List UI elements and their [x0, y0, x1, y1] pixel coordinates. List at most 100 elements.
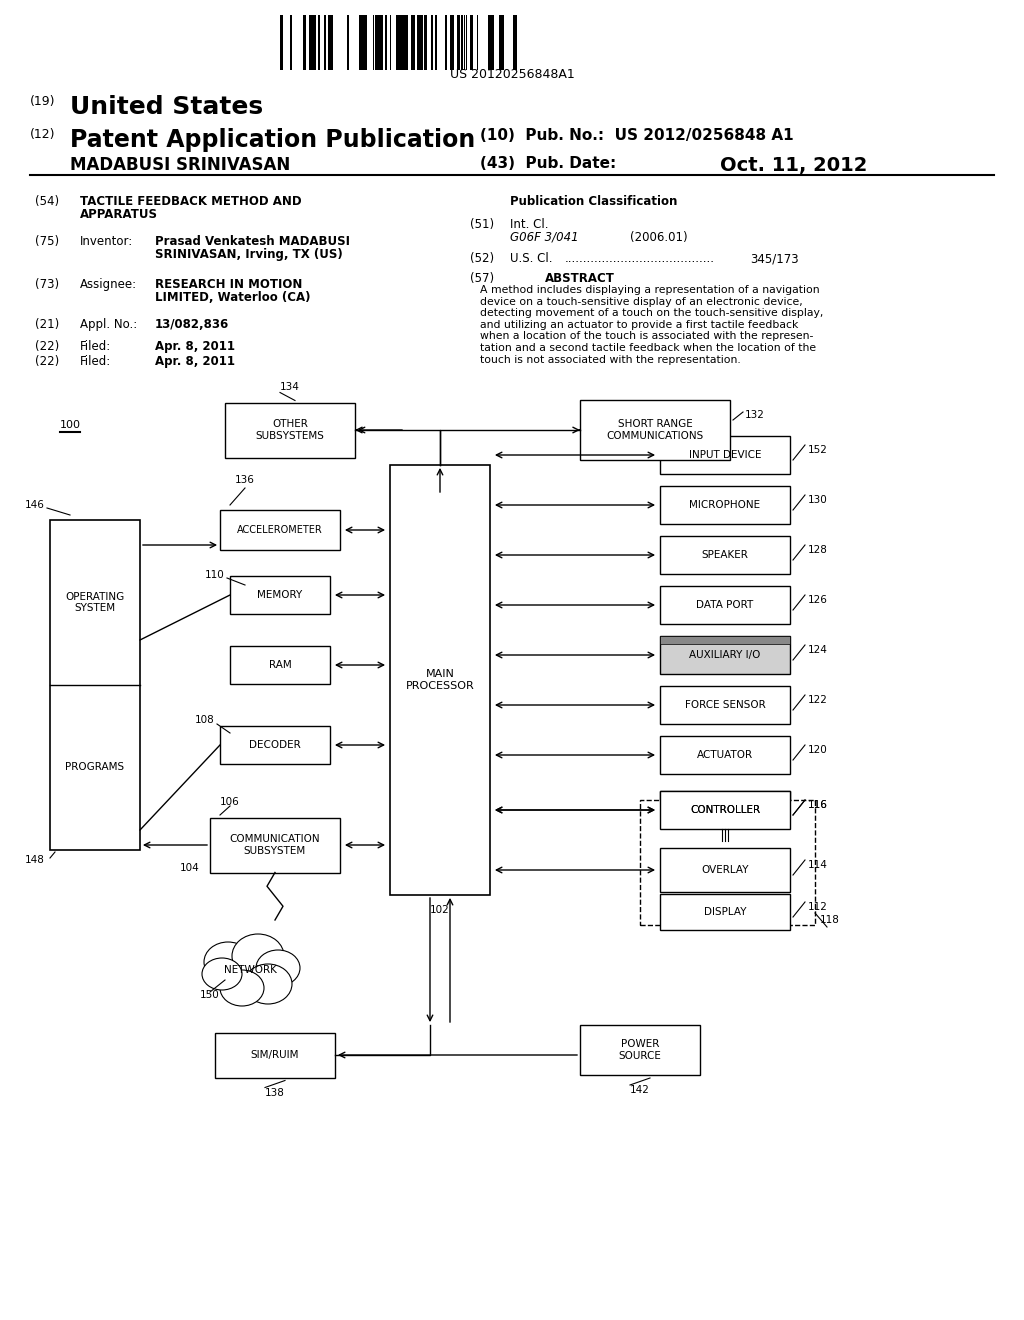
- Text: (51): (51): [470, 218, 495, 231]
- Bar: [230, 645, 330, 684]
- Text: 128: 128: [808, 545, 827, 554]
- Text: MADABUSI SRINIVASAN: MADABUSI SRINIVASAN: [70, 156, 290, 174]
- Bar: [417, 15, 419, 70]
- Bar: [660, 894, 790, 931]
- Text: (43)  Pub. Date:: (43) Pub. Date:: [480, 156, 616, 172]
- Text: Filed:: Filed:: [80, 355, 112, 368]
- Text: CONTROLLER: CONTROLLER: [690, 805, 760, 814]
- Bar: [403, 15, 406, 70]
- Bar: [215, 1032, 335, 1077]
- Text: AUXILIARY I/O: AUXILIARY I/O: [689, 649, 761, 660]
- Ellipse shape: [232, 935, 284, 978]
- Text: United States: United States: [70, 95, 263, 119]
- Bar: [390, 465, 490, 895]
- Text: CONTROLLER: CONTROLLER: [690, 805, 760, 814]
- Text: MAIN
PROCESSOR: MAIN PROCESSOR: [406, 669, 474, 690]
- Bar: [280, 15, 283, 70]
- Text: PROGRAMS: PROGRAMS: [66, 763, 125, 772]
- Text: G06F 3/041: G06F 3/041: [510, 231, 579, 244]
- Text: LIMITED, Waterloo (CA): LIMITED, Waterloo (CA): [155, 290, 310, 304]
- Text: 152: 152: [808, 445, 827, 455]
- Bar: [660, 536, 790, 574]
- Text: 116: 116: [808, 800, 827, 810]
- Bar: [413, 15, 415, 70]
- Bar: [310, 15, 313, 70]
- Text: 120: 120: [808, 744, 827, 755]
- Bar: [220, 726, 330, 764]
- Bar: [501, 15, 504, 70]
- Bar: [406, 15, 408, 70]
- Text: DATA PORT: DATA PORT: [696, 601, 754, 610]
- Text: 112: 112: [808, 902, 827, 912]
- Text: 134: 134: [280, 383, 300, 392]
- Bar: [318, 15, 319, 70]
- Text: MICROPHONE: MICROPHONE: [689, 500, 761, 510]
- Text: (22): (22): [35, 355, 59, 368]
- Text: Publication Classification: Publication Classification: [510, 195, 677, 209]
- Text: A method includes displaying a representation of a navigation
device on a touch-: A method includes displaying a represent…: [480, 285, 823, 364]
- Bar: [421, 15, 423, 70]
- Bar: [514, 15, 517, 70]
- Text: OVERLAY: OVERLAY: [701, 865, 749, 875]
- Text: SHORT RANGE
COMMUNICATIONS: SHORT RANGE COMMUNICATIONS: [606, 420, 703, 441]
- Bar: [225, 403, 355, 458]
- Bar: [488, 15, 490, 70]
- Text: 138: 138: [265, 1088, 285, 1097]
- Text: 142: 142: [630, 1085, 650, 1096]
- Bar: [451, 15, 453, 70]
- Text: DECODER: DECODER: [249, 741, 301, 750]
- Text: (19): (19): [30, 95, 55, 108]
- Text: 132: 132: [745, 411, 765, 420]
- Bar: [660, 436, 790, 474]
- Bar: [313, 15, 315, 70]
- Text: Assignee:: Assignee:: [80, 279, 137, 290]
- Text: 148: 148: [26, 855, 45, 865]
- Ellipse shape: [256, 950, 300, 986]
- Text: US 20120256848A1: US 20120256848A1: [450, 69, 574, 82]
- Bar: [660, 636, 790, 675]
- Bar: [50, 520, 140, 850]
- Text: 146: 146: [26, 500, 45, 510]
- Bar: [461, 15, 463, 70]
- Text: 345/173: 345/173: [750, 252, 799, 265]
- Bar: [396, 15, 399, 70]
- Text: U.S. Cl.: U.S. Cl.: [510, 252, 556, 265]
- Bar: [303, 15, 306, 70]
- Bar: [435, 15, 437, 70]
- Bar: [419, 15, 421, 70]
- Text: 102: 102: [430, 906, 450, 915]
- Bar: [385, 15, 387, 70]
- Text: 114: 114: [808, 861, 827, 870]
- Bar: [381, 15, 383, 70]
- Text: Apr. 8, 2011: Apr. 8, 2011: [155, 355, 234, 368]
- Text: 118: 118: [820, 915, 840, 925]
- Text: ACTUATOR: ACTUATOR: [697, 750, 753, 760]
- Bar: [660, 636, 790, 644]
- Bar: [660, 791, 790, 829]
- Bar: [328, 15, 330, 70]
- Bar: [660, 791, 790, 829]
- Text: SIM/RUIM: SIM/RUIM: [251, 1049, 299, 1060]
- Text: 104: 104: [180, 863, 200, 873]
- Text: ACCELEROMETER: ACCELEROMETER: [238, 525, 323, 535]
- Text: 150: 150: [200, 990, 220, 1001]
- Text: APPARATUS: APPARATUS: [80, 209, 158, 220]
- Text: ABSTRACT: ABSTRACT: [545, 272, 615, 285]
- Text: SPEAKER: SPEAKER: [701, 550, 749, 560]
- Text: MEMORY: MEMORY: [257, 590, 303, 601]
- Text: (57): (57): [470, 272, 495, 285]
- Bar: [424, 15, 427, 70]
- Bar: [445, 15, 447, 70]
- Ellipse shape: [220, 970, 264, 1006]
- Text: (10)  Pub. No.:  US 2012/0256848 A1: (10) Pub. No.: US 2012/0256848 A1: [480, 128, 794, 143]
- Text: OPERATING
SYSTEM: OPERATING SYSTEM: [66, 591, 125, 614]
- Bar: [378, 15, 380, 70]
- Bar: [457, 15, 460, 70]
- Text: RESEARCH IN MOTION: RESEARCH IN MOTION: [155, 279, 302, 290]
- Text: 106: 106: [220, 797, 240, 807]
- Bar: [580, 1026, 700, 1074]
- Text: ........................................: ........................................: [565, 252, 715, 265]
- Text: 13/082,836: 13/082,836: [155, 318, 229, 331]
- Text: 116: 116: [808, 800, 827, 810]
- Bar: [375, 15, 378, 70]
